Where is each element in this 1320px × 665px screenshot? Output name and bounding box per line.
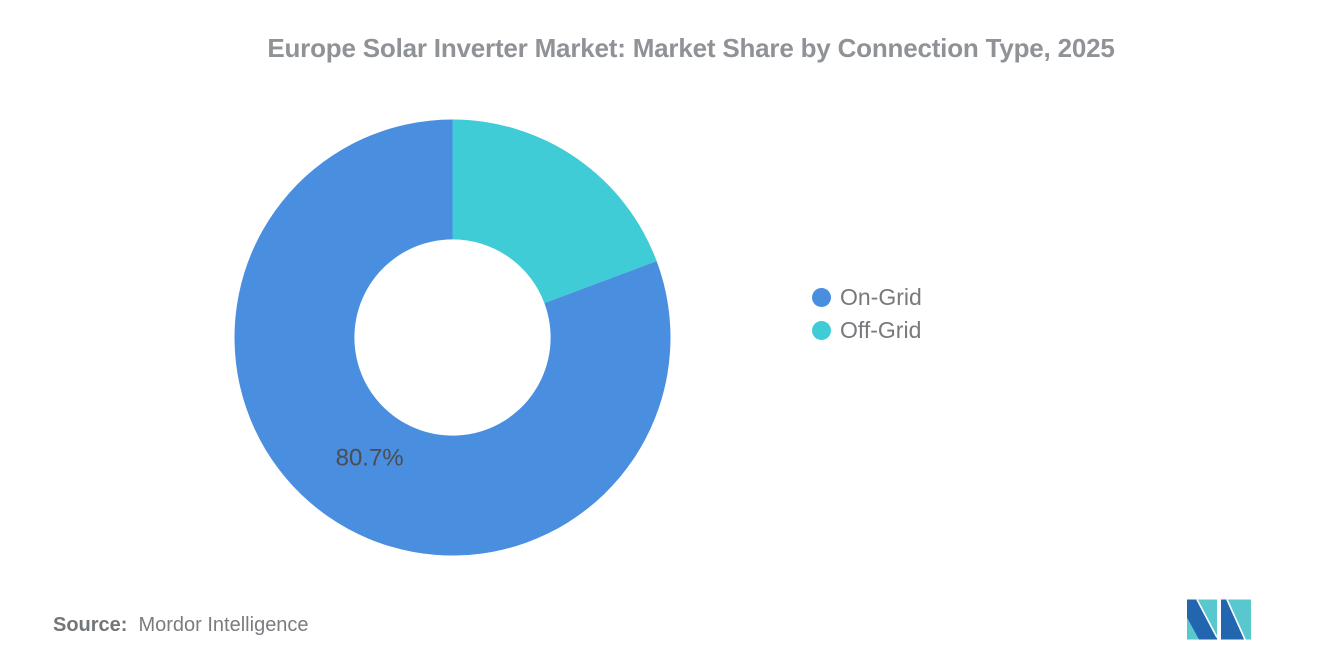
- legend-swatch-on-grid-icon: [812, 287, 831, 307]
- legend-item-off-grid[interactable]: Off-Grid: [812, 318, 922, 342]
- source-note: Source: Mordor Intelligence: [53, 614, 309, 637]
- legend-item-on-grid[interactable]: On-Grid: [812, 285, 922, 309]
- pie-slice-on-grid[interactable]: [234, 119, 671, 556]
- source-text: Mordor Intelligence: [138, 614, 309, 636]
- logo-right-block: [1221, 599, 1251, 640]
- mordor-intelligence-logo-icon: [1187, 599, 1251, 640]
- logo-left-block: [1187, 599, 1218, 640]
- pie-slice-off-grid[interactable]: [452, 119, 657, 304]
- source-prefix: Source:: [53, 614, 128, 636]
- legend-item-label: On-Grid: [840, 284, 922, 310]
- donut-chart: 80.7%: [234, 119, 671, 556]
- legend-item-label: Off-Grid: [840, 317, 922, 343]
- slice-data-label: 80.7%: [336, 444, 404, 471]
- legend: On-Grid Off-Grid: [812, 285, 922, 351]
- legend-swatch-off-grid-icon: [812, 320, 831, 340]
- page-title: Europe Solar Inverter Market: Market Sha…: [267, 33, 1115, 63]
